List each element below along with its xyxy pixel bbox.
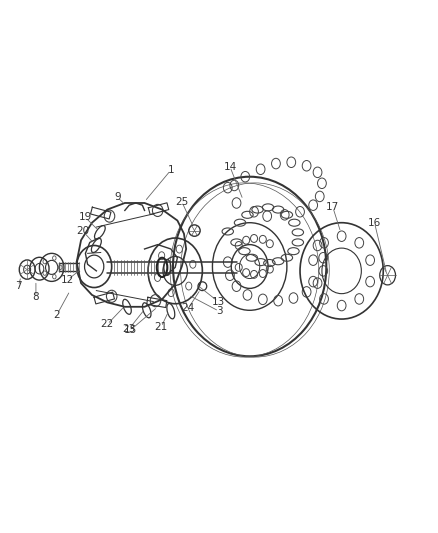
- Text: 20: 20: [77, 227, 90, 237]
- Text: 12: 12: [61, 274, 74, 285]
- Text: 21: 21: [155, 322, 168, 332]
- Text: 19: 19: [79, 213, 92, 222]
- Text: 17: 17: [326, 203, 339, 212]
- Text: 24: 24: [182, 303, 195, 313]
- Text: 7: 7: [15, 281, 22, 291]
- Text: 22: 22: [101, 319, 114, 329]
- Text: 25: 25: [175, 197, 188, 207]
- Text: 13: 13: [212, 296, 225, 306]
- Text: 16: 16: [368, 217, 381, 228]
- Text: 23: 23: [123, 324, 136, 334]
- Text: 9: 9: [114, 192, 121, 203]
- Text: 2: 2: [53, 310, 60, 320]
- Text: 15: 15: [124, 325, 137, 335]
- Text: 1: 1: [167, 165, 174, 175]
- Text: 8: 8: [32, 292, 39, 302]
- Text: 3: 3: [215, 306, 223, 316]
- Text: 14: 14: [223, 161, 237, 172]
